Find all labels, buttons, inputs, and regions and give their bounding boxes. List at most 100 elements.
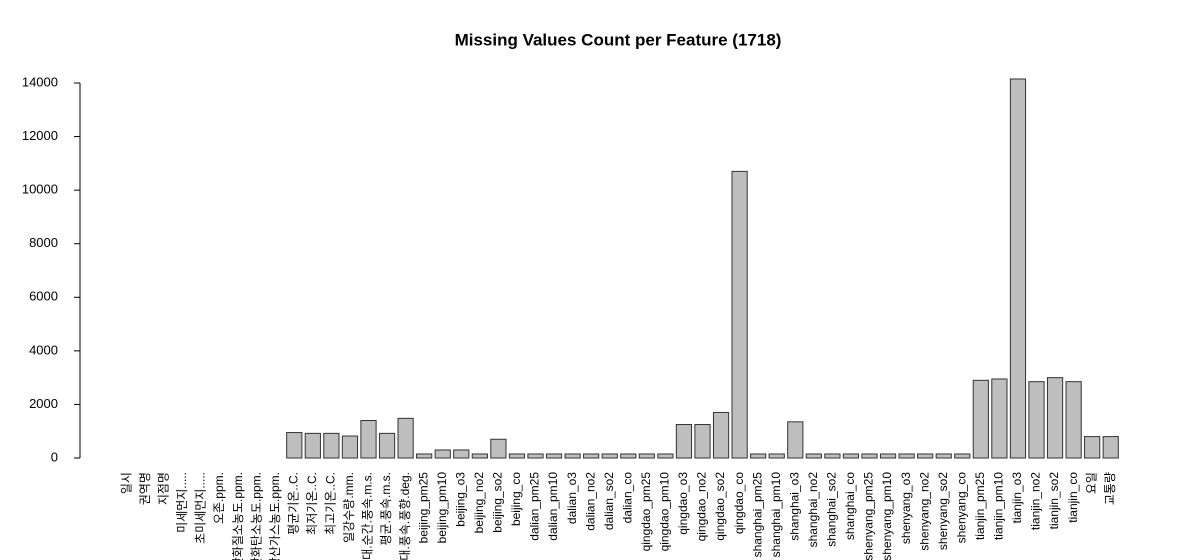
x-tick-label: qingdao_so2 — [713, 472, 727, 541]
x-tick-label: 권역명 — [138, 472, 152, 505]
x-tick-label: qingdao_o3 — [676, 472, 690, 535]
x-tick-label: tianjin_so2 — [1047, 472, 1061, 530]
bar — [750, 453, 767, 459]
bar — [824, 453, 841, 459]
x-tick-label: 평균.풍속.m.s. — [379, 472, 393, 546]
x-tick-label: shanghai_pm25 — [750, 472, 764, 558]
bar — [434, 449, 451, 459]
x-tick-label: shanghai_so2 — [825, 472, 839, 547]
bar — [1102, 436, 1119, 459]
x-tick-label: dalian_pm25 — [528, 472, 542, 541]
y-tick-label: 2000 — [29, 396, 58, 411]
x-tick-label: dalian_no2 — [583, 472, 597, 531]
x-tick-label: 최대.순간.풍속.m.s. — [361, 472, 375, 560]
bar — [286, 432, 303, 459]
x-tick-label: qingdao_pm10 — [658, 472, 672, 552]
bar — [879, 453, 897, 459]
x-tick-label: 초미세먼지..... — [194, 472, 208, 544]
x-tick-label: tianjin_pm10 — [992, 472, 1006, 540]
bar — [861, 453, 878, 459]
y-tick-label: 14000 — [22, 74, 58, 89]
bar — [601, 453, 618, 459]
bar — [527, 453, 544, 459]
bar — [620, 453, 637, 459]
y-tick-label: 8000 — [29, 235, 58, 250]
x-tick-label: shenyang_pm10 — [880, 472, 894, 560]
x-tick-label: 미세먼지..... — [175, 472, 189, 533]
bar — [304, 432, 321, 459]
bar — [842, 453, 860, 459]
bar — [731, 170, 748, 459]
y-tick-label: 0 — [51, 449, 58, 464]
bar — [397, 417, 414, 459]
x-tick-label: beijing_so2 — [491, 472, 505, 533]
y-tick-label: 4000 — [29, 342, 58, 357]
x-tick-label: 지점명 — [157, 472, 171, 505]
x-tick-label: dalian_co — [620, 472, 634, 524]
bar — [1046, 377, 1064, 459]
x-tick-label: tianjin_pm25 — [973, 472, 987, 540]
x-tick-label: dalian_pm10 — [546, 472, 560, 541]
x-tick-label: beijing_pm25 — [416, 472, 430, 544]
bar — [360, 420, 377, 459]
bar — [490, 438, 507, 459]
bar — [378, 432, 396, 459]
bar — [1028, 381, 1045, 459]
x-tick-label: 최고기온..C. — [324, 472, 338, 535]
bar — [694, 424, 711, 459]
bar — [917, 453, 934, 459]
bar — [675, 424, 693, 459]
x-tick-label: 오존.ppm. — [212, 472, 226, 524]
x-tick-label: qingdao_co — [732, 472, 746, 534]
bar — [1084, 436, 1101, 459]
x-tick-label: shenyang_no2 — [917, 472, 931, 551]
x-tick-label: shenyang_so2 — [936, 472, 950, 550]
bar — [471, 453, 488, 459]
x-tick-label: shanghai_no2 — [806, 472, 820, 548]
x-tick-label: 평균기온..C. — [286, 472, 300, 535]
x-tick-label: beijing_no2 — [472, 472, 486, 534]
bar — [768, 453, 785, 459]
y-tick-label: 10000 — [22, 182, 58, 197]
bar — [972, 379, 989, 459]
x-tick-label: tianjin_co — [1066, 472, 1080, 523]
bar — [1065, 381, 1082, 459]
x-tick-label: 일시 — [119, 472, 133, 494]
x-tick-label: 이산화질소농도.ppm. — [231, 472, 245, 560]
bar — [657, 453, 674, 459]
bar — [341, 435, 359, 459]
y-tick-label: 6000 — [29, 289, 58, 304]
bar — [787, 421, 804, 459]
x-tick-label: shenyang_o3 — [899, 472, 913, 544]
x-tick-label: tianjin_no2 — [1029, 472, 1043, 530]
bar — [1009, 78, 1027, 459]
x-tick-label: 일강수량.mm. — [342, 472, 356, 543]
x-tick-label: shenyang_pm25 — [862, 472, 876, 560]
bar — [638, 453, 655, 459]
x-tick-label: qingdao_no2 — [695, 472, 709, 542]
bar — [935, 453, 952, 459]
x-tick-label: shanghai_o3 — [787, 472, 801, 541]
x-tick-label: 일산화탄소농도.ppm. — [249, 472, 263, 560]
x-tick-label: 교통량 — [1103, 472, 1117, 505]
chart-title: Missing Values Count per Feature (1718) — [455, 30, 782, 49]
x-tick-label: beijing_co — [509, 472, 523, 526]
bar — [583, 453, 600, 459]
x-tick-label: shenyang_co — [954, 472, 968, 544]
x-tick-label: qingdao_pm25 — [639, 472, 653, 552]
x-tick-label: 최저기온..C. — [305, 472, 319, 535]
bar — [991, 378, 1008, 459]
x-tick-label: tianjin_o3 — [1010, 472, 1024, 524]
x-tick-label: dalian_o3 — [565, 472, 579, 524]
bar — [416, 453, 433, 459]
x-tick-label: 아황산가스농도.ppm. — [268, 472, 282, 560]
x-tick-label: 요일 — [1084, 472, 1098, 494]
x-tick-label: shanghai_pm10 — [769, 472, 783, 558]
x-tick-label: beijing_pm10 — [435, 472, 449, 544]
x-tick-label: 최대.풍속.풍향.deg. — [398, 472, 412, 560]
bar — [805, 453, 822, 459]
x-tick-label: shanghai_co — [843, 472, 857, 540]
bar — [545, 453, 563, 459]
x-tick-label: beijing_o3 — [453, 472, 467, 527]
